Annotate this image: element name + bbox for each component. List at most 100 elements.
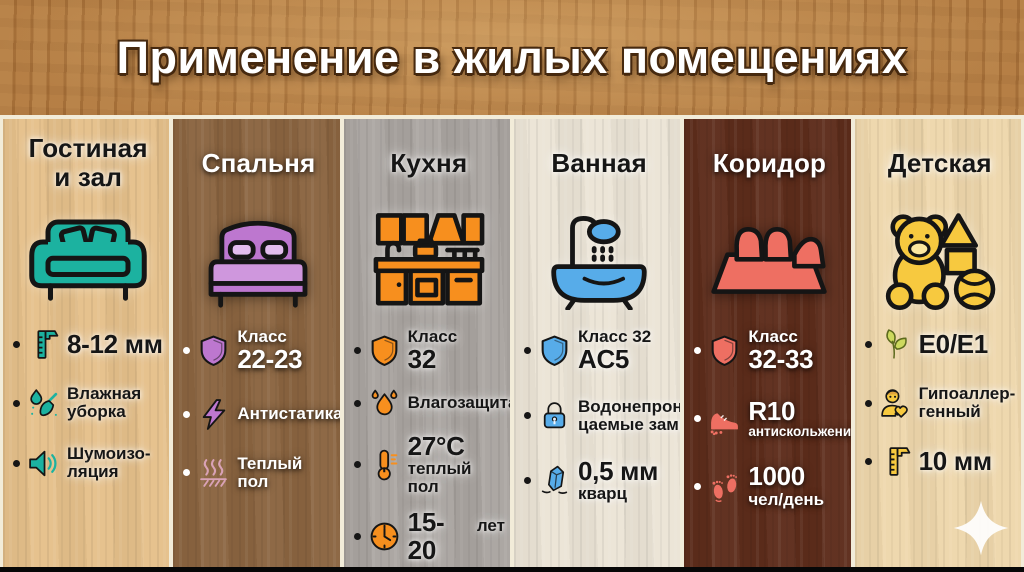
padlock-icon — [538, 399, 571, 432]
bullet-dot — [864, 341, 872, 348]
feature-text-line: 1000 — [748, 461, 805, 492]
feature-row: 8-12 мм — [13, 328, 164, 361]
column-title-kids-room: Детская — [864, 132, 1016, 194]
feature-text-line: 22-23 — [237, 344, 303, 375]
feature-text-line: AC5 — [577, 344, 630, 375]
caliper-icon — [27, 328, 60, 361]
feature-row: R10 антискольжение — [694, 397, 851, 440]
kitchen-icon — [353, 198, 505, 316]
feature-text-line: Шумоизо- — [67, 444, 151, 464]
feature-text-line: антискольжение — [748, 424, 851, 440]
feature-text: Влагозащита — [408, 394, 510, 412]
feature-text-line: 10 мм — [918, 445, 992, 476]
bullet-dot — [353, 399, 361, 407]
crystal-icon — [538, 464, 571, 497]
feature-list: 8-12 мм Влажная уборка Шумоизо-ляция — [12, 328, 164, 481]
feature-row: 27°C теплый пол — [353, 430, 505, 497]
column-title-line: Спальня — [201, 147, 316, 178]
feature-text-line: теплый пол — [407, 459, 472, 497]
feature-text: Класс 22-23 — [237, 327, 303, 375]
bullet-dot — [353, 347, 361, 355]
feature-row: Антистатика — [183, 398, 340, 431]
feature-text-line: Теплый пол — [237, 453, 303, 491]
feature-text: E0/E1 — [918, 328, 989, 359]
column-living-room: Гостиная и зал 8-12 мм Влажная уборка Шумо… — [3, 119, 169, 567]
column-title-kitchen: Кухня — [353, 132, 505, 194]
shield-icon — [538, 334, 571, 367]
feature-text-line: генный — [918, 402, 981, 422]
column-title-line: и зал — [54, 162, 123, 192]
column-corridor: Коридор Класс 32-33 R10 антискольжение 100… — [684, 119, 851, 567]
feature-text: Антистатика — [237, 405, 339, 423]
feature-text-line: Влажная — [67, 384, 142, 403]
room-columns: Гостиная и зал 8-12 мм Влажная уборка Шумо… — [0, 119, 1024, 567]
clock-icon — [368, 520, 401, 553]
wet-cleaning-icon — [27, 387, 60, 420]
bed-icon — [182, 198, 334, 316]
teddy-bear-icon — [864, 198, 1016, 316]
column-title-line: Коридор — [712, 147, 827, 178]
feature-row: Водонепрони-цаемые замки — [523, 397, 680, 434]
feature-row: Класс 32-33 — [694, 327, 845, 375]
feature-text-line: кварц — [577, 484, 628, 504]
feature-row: 15-20 лет — [353, 508, 505, 564]
feature-text-line: R10 — [748, 395, 796, 426]
feature-text: 1000 чел/день — [748, 463, 824, 509]
feature-text: 8-12 мм — [67, 328, 163, 359]
feature-text-line: Класс — [748, 327, 798, 346]
feature-text: 27°C теплый пол — [407, 430, 505, 497]
feature-text: Водонепрони-цаемые замки — [577, 396, 681, 434]
feature-text-line: лет — [476, 516, 505, 536]
bullet-dot — [183, 469, 191, 477]
feature-row: Шумоизо-ляция — [13, 445, 164, 481]
feature-row: Класс 32 — [353, 327, 505, 375]
lightning-icon — [197, 398, 230, 431]
column-title-corridor: Коридор — [693, 132, 845, 194]
feature-row: Гипоаллер-генный — [864, 384, 1016, 422]
bullet-dot — [13, 399, 20, 407]
feature-text-line: 0,5 мм — [577, 455, 659, 486]
feature-text: 15-20 лет — [408, 508, 505, 564]
feature-text: Класс 32-33 — [748, 327, 814, 375]
bullet-dot — [353, 460, 361, 468]
feature-text-line: 27°C — [407, 430, 465, 461]
feature-text-line: 32 — [407, 344, 437, 375]
bullet-dot — [353, 533, 361, 541]
child-icon — [879, 387, 912, 420]
feature-text-line: Гипоаллер- — [918, 384, 1016, 403]
sparkle-icon — [952, 499, 1010, 557]
feature-text-line: 8-12 мм — [67, 328, 163, 359]
feature-text-line: Класс 32 — [577, 327, 652, 346]
feature-row: Класс 22-23 — [183, 327, 334, 375]
feature-row: E0/E1 — [864, 328, 1016, 361]
feature-text: Гипоаллер-генный — [918, 384, 1016, 422]
shield-icon — [708, 334, 741, 367]
column-bedroom: Спальня Класс 22-23 Антистатика Теплый пол — [173, 119, 340, 567]
column-title-line: Гостиная — [28, 133, 148, 164]
bullet-dot — [13, 459, 20, 467]
feature-text-line: Водонепрони- — [577, 396, 681, 416]
bullet-dot — [864, 399, 872, 407]
feature-list: Класс 32 Влагозащита 27°C теплый пол 15-20… — [353, 327, 510, 564]
feature-text-line: E0/E1 — [918, 328, 989, 359]
speaker-icon — [27, 447, 60, 480]
column-title-living-room: Гостиная и зал — [12, 132, 164, 194]
bullet-dot — [523, 347, 531, 355]
bullet-dot — [183, 410, 191, 418]
feature-text-line: 32-33 — [748, 344, 814, 375]
feature-text-line: цаемые замки — [577, 414, 680, 434]
feature-text: Теплый пол — [237, 453, 334, 491]
caliper-icon — [879, 445, 912, 478]
feature-text-line: Класс — [237, 327, 287, 346]
feature-row: 10 мм — [864, 445, 1016, 478]
column-title-bedroom: Спальня — [182, 132, 334, 194]
shield-icon — [368, 334, 401, 367]
feature-text-line: Влагозащита — [407, 393, 510, 413]
thermometer-icon — [368, 448, 401, 481]
page-title: Применение в жилых помещениях — [116, 31, 908, 83]
feature-row: Влагозащита — [353, 387, 510, 420]
feature-text: R10 антискольжение — [748, 395, 851, 440]
column-title-line: Ванная — [551, 147, 647, 178]
